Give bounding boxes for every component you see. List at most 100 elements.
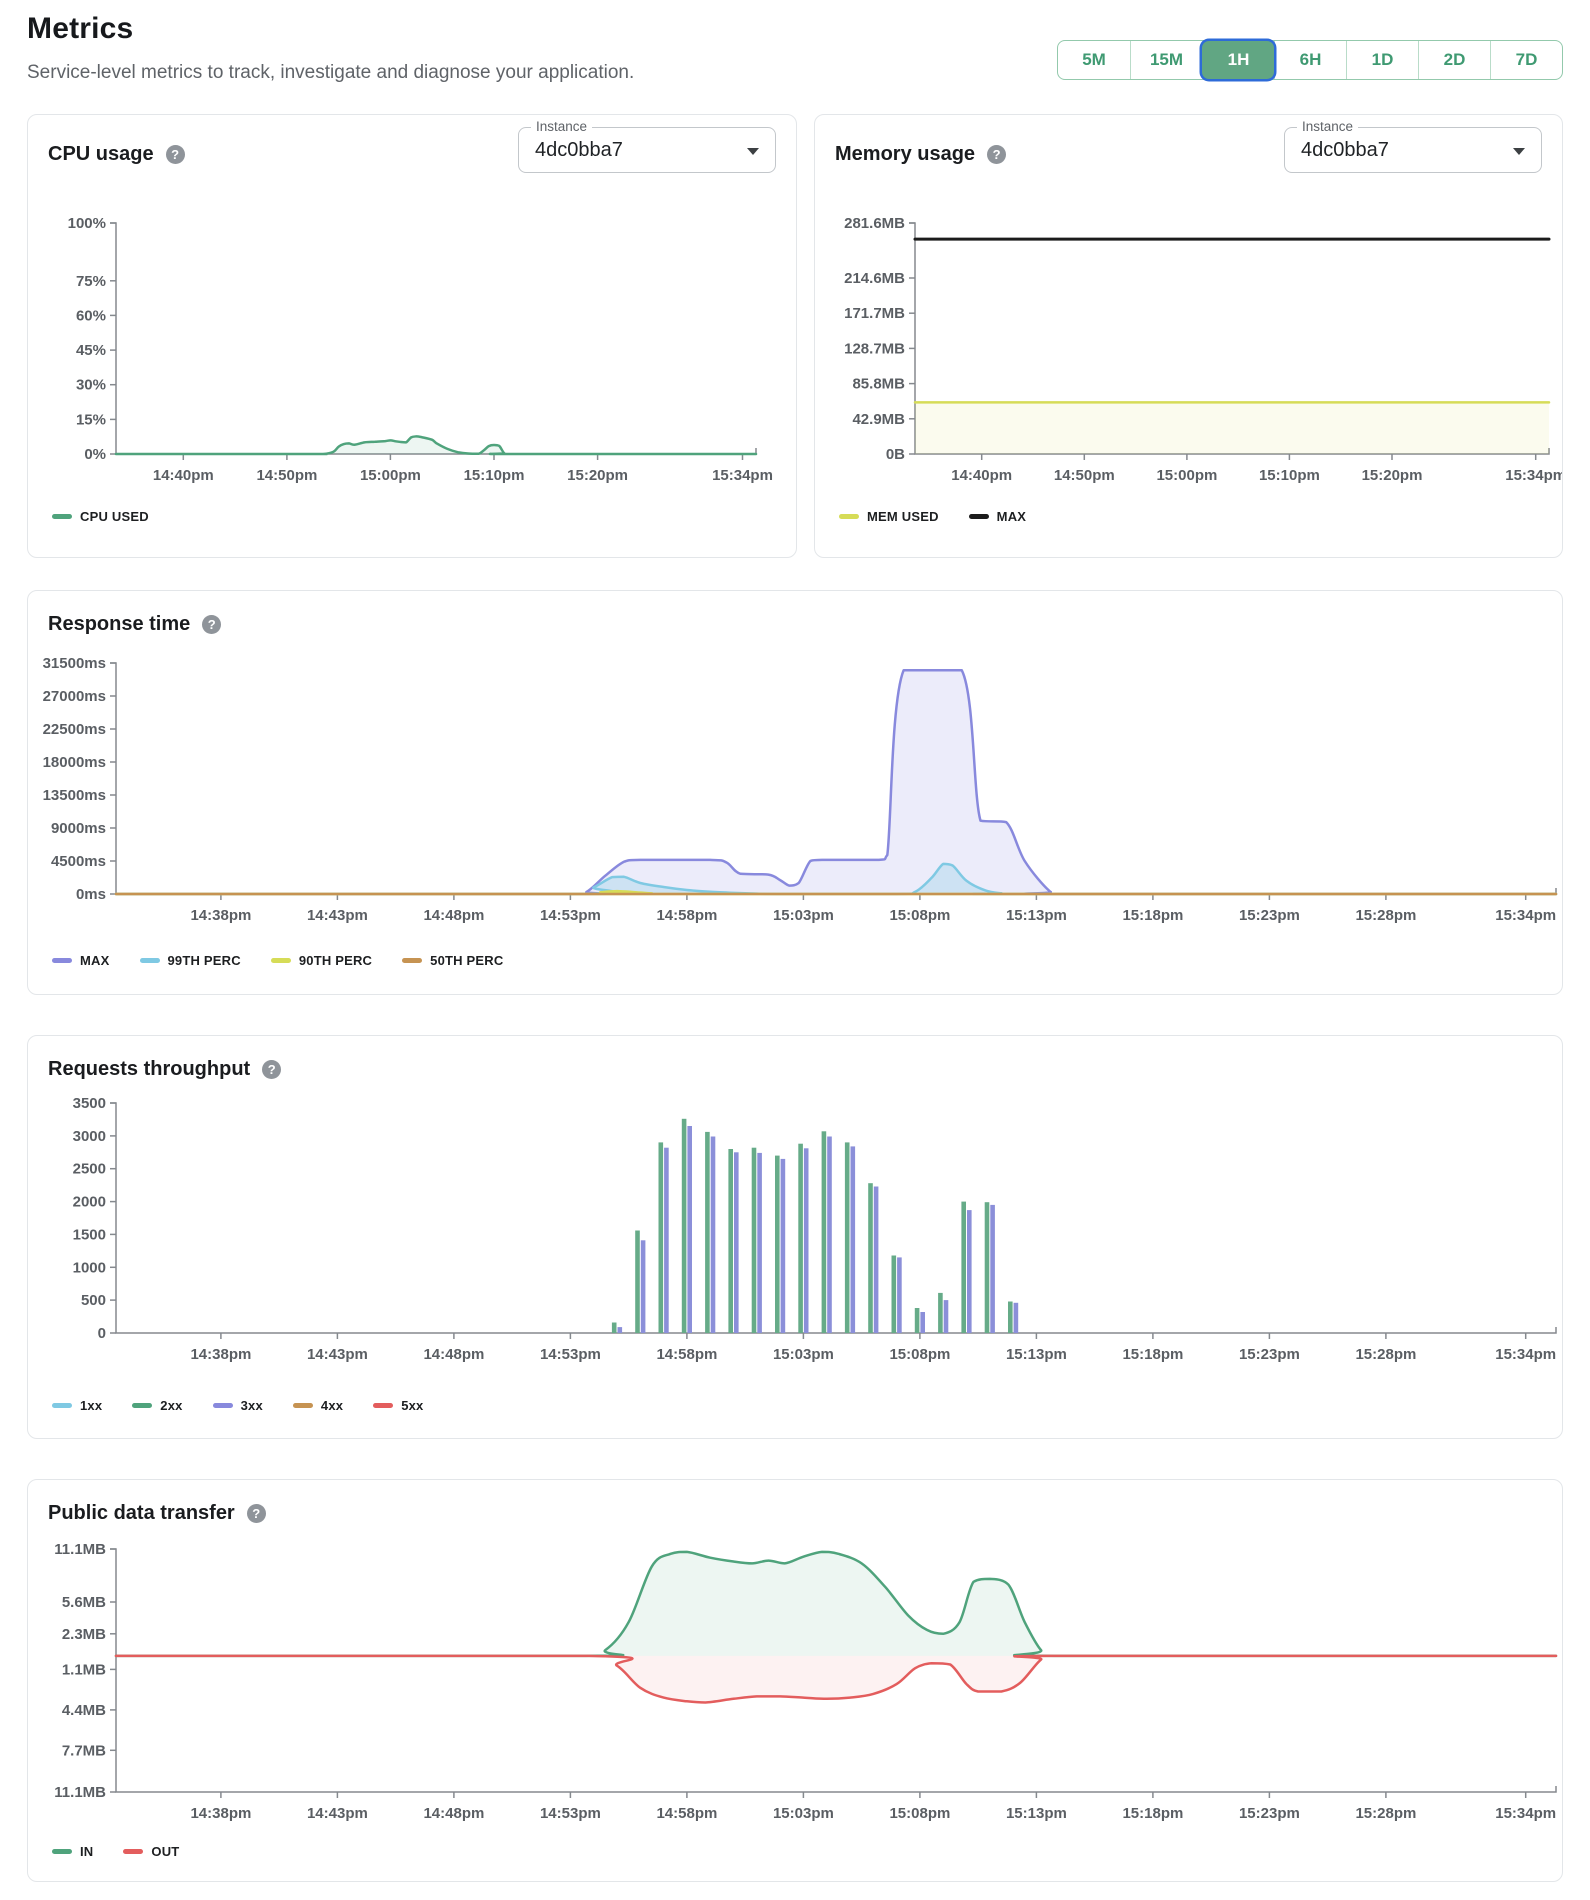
public-data-transfer-title-text: Public data transfer	[48, 1502, 235, 1524]
legend-item-99th-perc: 99TH PERC	[139, 953, 241, 968]
svg-text:14:53pm: 14:53pm	[540, 1805, 601, 1822]
svg-text:45%: 45%	[76, 342, 106, 359]
svg-text:15:28pm: 15:28pm	[1355, 1805, 1416, 1822]
svg-text:18000ms: 18000ms	[43, 754, 106, 771]
time-range-6h[interactable]: 6H	[1274, 41, 1346, 79]
time-range-15m[interactable]: 15M	[1130, 41, 1202, 79]
svg-text:9000ms: 9000ms	[51, 820, 106, 837]
svg-text:15:20pm: 15:20pm	[1362, 467, 1423, 484]
help-icon[interactable]: ?	[202, 615, 222, 634]
svg-text:15:18pm: 15:18pm	[1122, 907, 1183, 924]
svg-text:15:08pm: 15:08pm	[889, 1805, 950, 1822]
requests-throughput-chart: 3500 3000 2500 2000 1500 1000 500 0 14:38pm 14:43…	[28, 1036, 1562, 1438]
legend-item-2xx: 2xx	[132, 1398, 182, 1413]
svg-text:11.1MB: 11.1MB	[54, 1784, 106, 1801]
legend-item-cpu-used: CPU USED	[52, 509, 149, 524]
svg-text:15:03pm: 15:03pm	[773, 1346, 834, 1363]
page-subtitle: Service-level metrics to track, investig…	[27, 62, 635, 83]
cpu-usage-panel: CPU usage ? Instance 4dc0bba7 100% 75% 60%…	[27, 114, 797, 558]
time-range-1h[interactable]: 1H	[1202, 41, 1274, 79]
svg-text:15:34pm: 15:34pm	[712, 467, 773, 484]
svg-text:14:43pm: 14:43pm	[307, 907, 368, 924]
legend-item-in: IN	[52, 1844, 93, 1859]
svg-text:2.3MB: 2.3MB	[62, 1626, 106, 1643]
svg-text:14:43pm: 14:43pm	[307, 1346, 368, 1363]
svg-text:4.4MB: 4.4MB	[62, 1702, 106, 1719]
time-range-group: 5M 15M 1H 6H 1D 2D 7D	[1057, 40, 1563, 80]
chevron-down-icon	[1513, 148, 1525, 155]
svg-text:60%: 60%	[76, 307, 106, 324]
svg-text:14:48pm: 14:48pm	[423, 1805, 484, 1822]
svg-text:15:34pm: 15:34pm	[1505, 467, 1562, 484]
public-data-transfer-panel: Public data transfer ? 11.1MB 5.6MB 2.3MB 1…	[27, 1479, 1563, 1882]
response-time-legend: MAX 99TH PERC 90TH PERC 50TH PERC	[52, 953, 503, 968]
svg-text:14:53pm: 14:53pm	[540, 1346, 601, 1363]
memory-usage-panel: Memory usage ? Instance 4dc0bba7 281.6MB…	[814, 114, 1563, 558]
help-icon[interactable]: ?	[165, 145, 185, 164]
instance-select[interactable]: Instance 4dc0bba7	[1284, 119, 1542, 173]
svg-text:15:10pm: 15:10pm	[464, 467, 525, 484]
svg-text:11.1MB: 11.1MB	[54, 1541, 106, 1558]
svg-text:2000: 2000	[73, 1194, 106, 1211]
svg-text:31500ms: 31500ms	[43, 655, 106, 672]
svg-text:0B: 0B	[886, 446, 905, 463]
time-range-7d[interactable]: 7D	[1490, 41, 1562, 79]
legend-item-4xx: 4xx	[292, 1398, 343, 1413]
response-time-panel: Response time ? 31500ms 27000ms 22500ms 180…	[27, 590, 1563, 995]
svg-text:14:43pm: 14:43pm	[307, 1805, 368, 1822]
svg-text:0ms: 0ms	[76, 886, 106, 903]
svg-text:14:58pm: 14:58pm	[656, 1805, 717, 1822]
svg-text:15:13pm: 15:13pm	[1006, 1805, 1067, 1822]
requests-throughput-legend: 1xx 2xx 3xx 4xx 5xx	[52, 1398, 423, 1413]
svg-text:85.8MB: 85.8MB	[852, 376, 905, 393]
help-icon[interactable]: ?	[262, 1060, 282, 1079]
public-data-transfer-title: Public data transfer ?	[48, 1502, 266, 1525]
svg-text:1000: 1000	[73, 1259, 106, 1276]
svg-text:15:18pm: 15:18pm	[1122, 1805, 1183, 1822]
svg-text:15:20pm: 15:20pm	[567, 467, 628, 484]
memory-chart-legend: MEM USED MAX	[839, 509, 1026, 524]
cpu-panel-title-text: CPU usage	[48, 143, 154, 165]
memory-panel-title: Memory usage ?	[835, 143, 1007, 166]
svg-text:42.9MB: 42.9MB	[852, 411, 905, 428]
memory-panel-title-text: Memory usage	[835, 143, 976, 165]
legend-item-mem-used: MEM USED	[839, 509, 939, 524]
svg-text:1500: 1500	[73, 1226, 106, 1243]
svg-text:27000ms: 27000ms	[43, 688, 106, 705]
svg-text:15:34pm: 15:34pm	[1495, 907, 1556, 924]
legend-item-max: MAX	[52, 953, 110, 968]
svg-text:0%: 0%	[84, 446, 106, 463]
svg-text:14:40pm: 14:40pm	[153, 467, 214, 484]
legend-item-out: OUT	[123, 1844, 179, 1859]
svg-text:281.6MB: 281.6MB	[844, 215, 905, 232]
svg-text:3500: 3500	[73, 1095, 106, 1112]
svg-text:15:08pm: 15:08pm	[889, 1346, 950, 1363]
svg-text:14:50pm: 14:50pm	[1054, 467, 1115, 484]
help-icon[interactable]: ?	[987, 145, 1007, 164]
time-range-1d[interactable]: 1D	[1346, 41, 1418, 79]
svg-text:4500ms: 4500ms	[51, 853, 106, 870]
svg-text:14:50pm: 14:50pm	[256, 467, 317, 484]
svg-text:15:28pm: 15:28pm	[1355, 907, 1416, 924]
help-icon[interactable]: ?	[246, 1504, 266, 1523]
svg-text:5.6MB: 5.6MB	[62, 1594, 106, 1611]
instance-select-value: 4dc0bba7	[535, 139, 623, 161]
svg-text:500: 500	[81, 1292, 106, 1309]
time-range-2d[interactable]: 2D	[1418, 41, 1490, 79]
svg-text:14:58pm: 14:58pm	[656, 907, 717, 924]
svg-text:22500ms: 22500ms	[43, 721, 106, 738]
time-range-5m[interactable]: 5M	[1058, 41, 1130, 79]
cpu-chart-legend: CPU USED	[52, 509, 149, 524]
svg-text:15:00pm: 15:00pm	[1156, 467, 1217, 484]
instance-select-label: Instance	[1297, 119, 1359, 134]
legend-item-90th-perc: 90TH PERC	[270, 953, 372, 968]
svg-text:15:18pm: 15:18pm	[1122, 1346, 1183, 1363]
svg-text:15:34pm: 15:34pm	[1495, 1346, 1556, 1363]
instance-select[interactable]: Instance 4dc0bba7	[518, 119, 776, 173]
svg-text:15:03pm: 15:03pm	[773, 907, 834, 924]
public-data-transfer-legend: IN OUT	[52, 1844, 179, 1859]
legend-item-3xx: 3xx	[212, 1398, 263, 1413]
requests-throughput-panel: Requests throughput ? 3500 3000 2500 2000 15…	[27, 1035, 1563, 1439]
chevron-down-icon	[747, 148, 759, 155]
instance-select-value: 4dc0bba7	[1301, 139, 1389, 161]
